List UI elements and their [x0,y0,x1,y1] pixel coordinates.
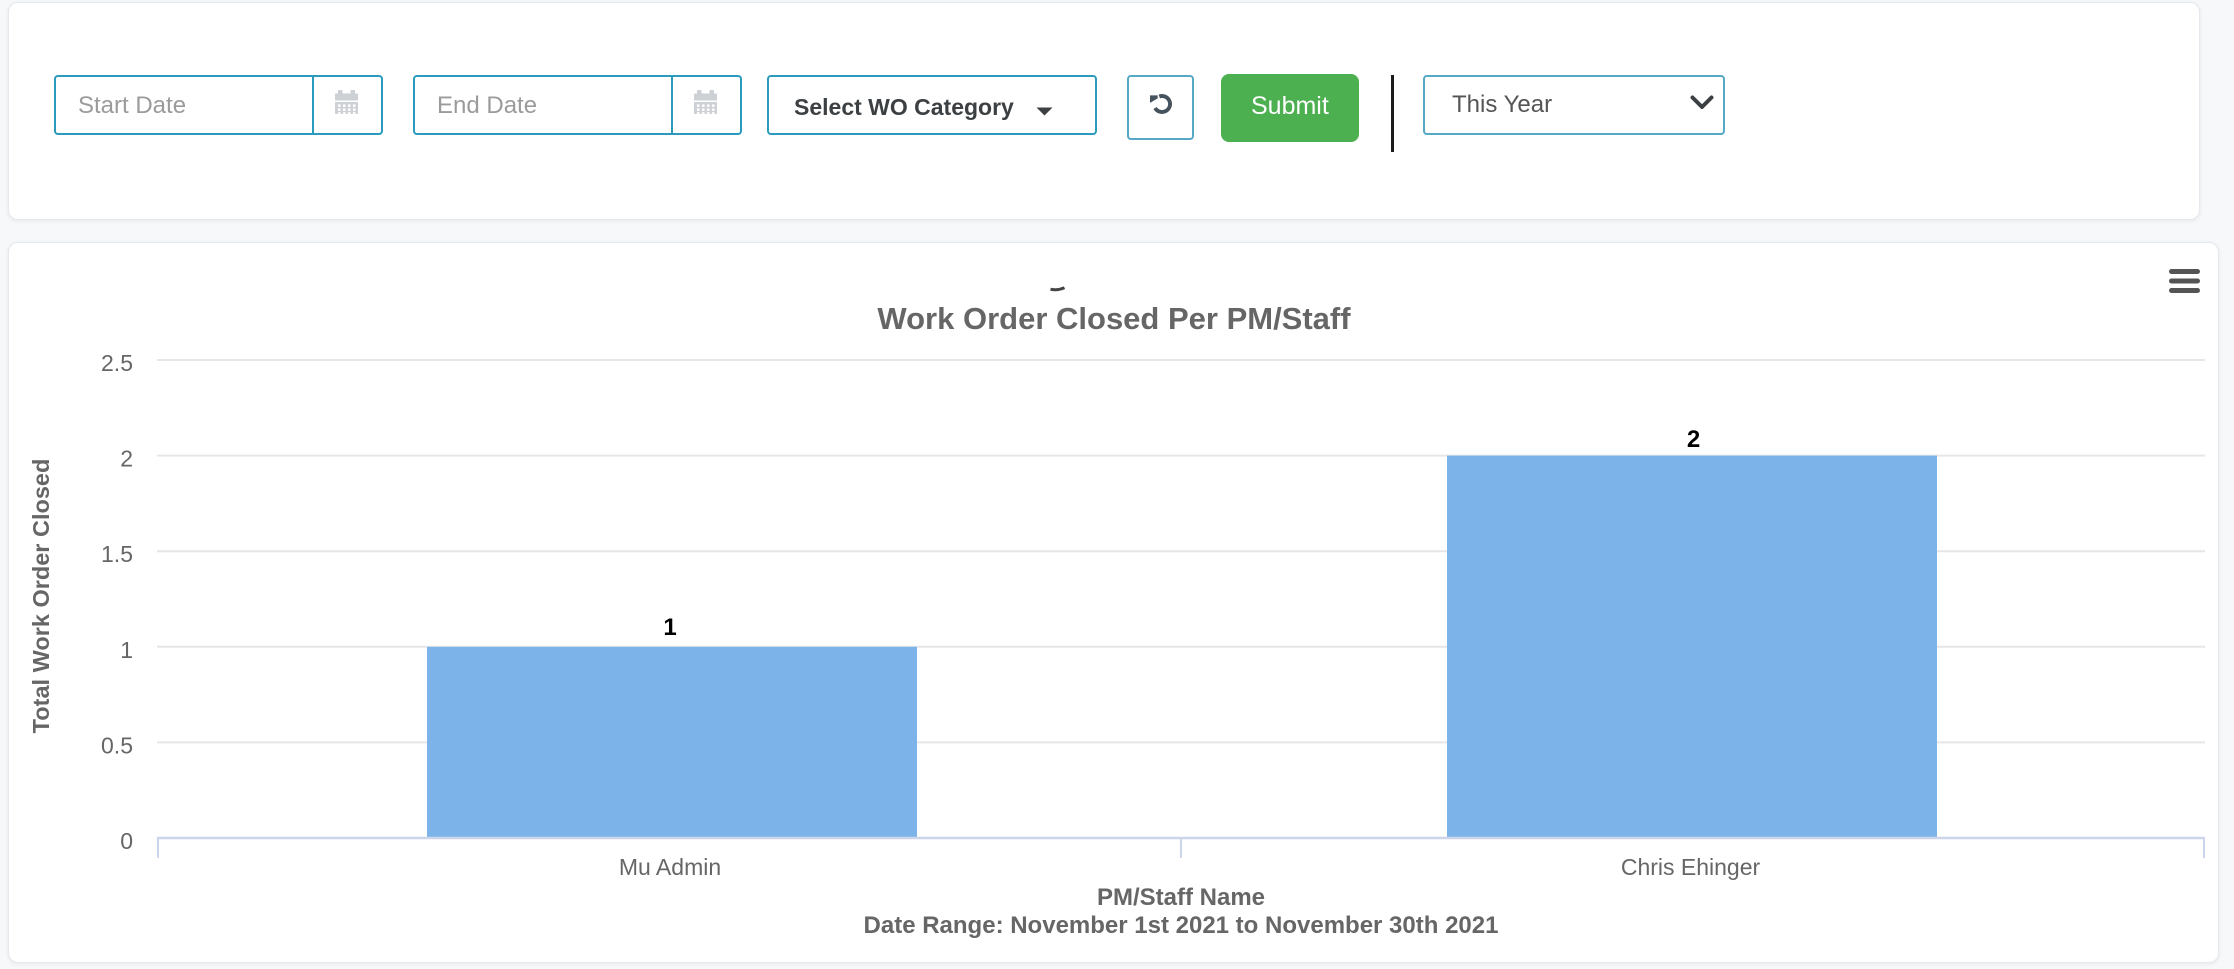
svg-text:2: 2 [120,446,133,472]
svg-text:0.5: 0.5 [101,732,133,758]
svg-text:Work Order Closed Per PM/Staff: Work Order Closed Per PM/Staff [877,301,1351,336]
svg-text:Date Range: November 1st 2021: Date Range: November 1st 2021 to Novembe… [864,912,1499,939]
svg-text:1.5: 1.5 [101,541,133,567]
svg-text:PM/Staff Name: PM/Staff Name [1097,884,1265,911]
svg-text:Chris Ehinger: Chris Ehinger [1621,854,1761,880]
svg-text:Mu Admin: Mu Admin [619,854,721,880]
svg-text:2.5: 2.5 [101,350,133,376]
svg-text:0: 0 [120,828,133,854]
svg-text:1: 1 [663,614,676,641]
svg-text:1: 1 [120,637,133,663]
svg-text:Total Work Order Closed: Total Work Order Closed [28,459,54,734]
svg-text:2: 2 [1687,426,1700,453]
